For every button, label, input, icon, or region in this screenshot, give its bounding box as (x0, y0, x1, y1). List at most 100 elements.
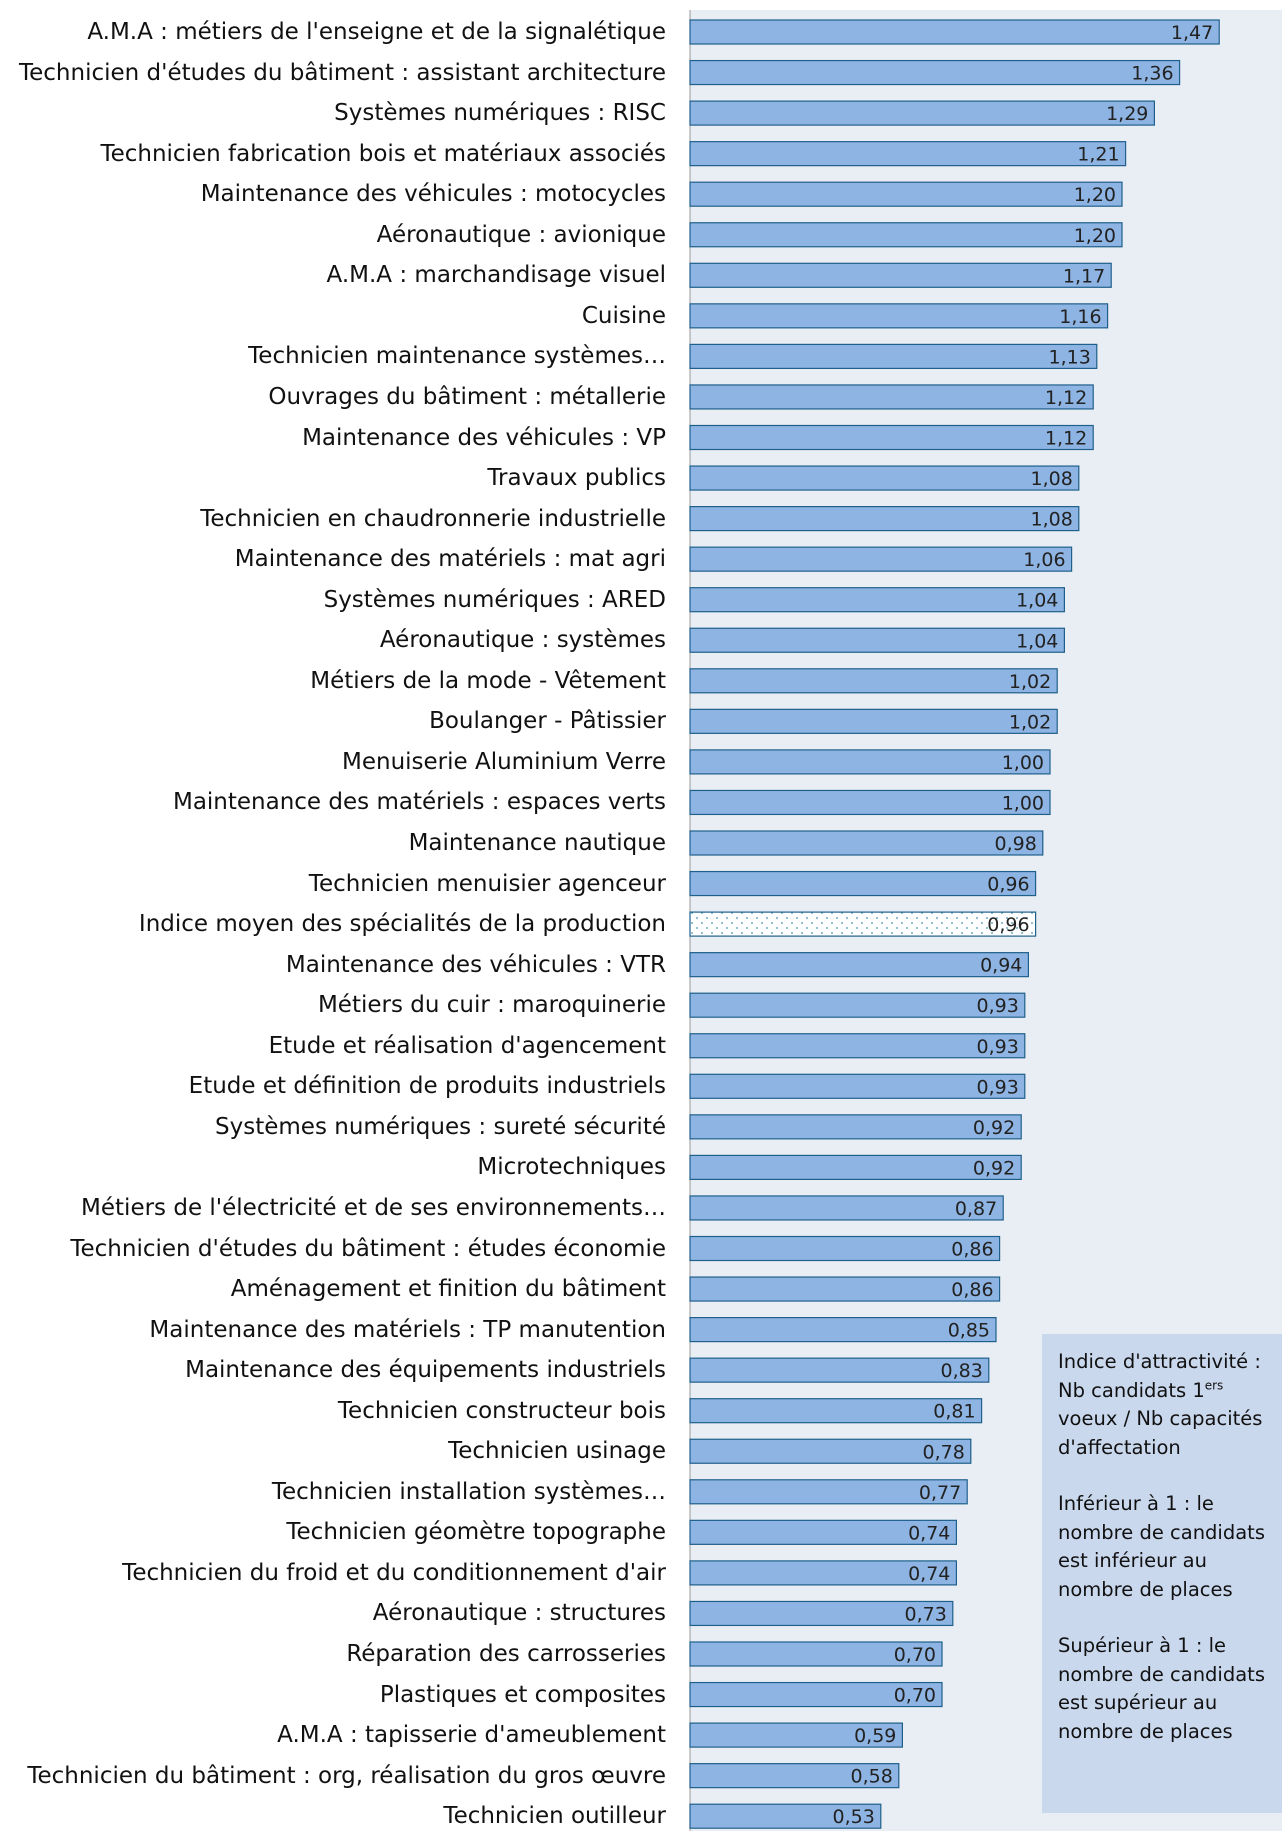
category-label: Technicien constructeur bois (337, 1397, 666, 1424)
category-label: Maintenance des véhicules : VTR (285, 951, 666, 978)
category-label: Maintenance des véhicules : motocycles (200, 181, 666, 208)
category-label: Technicien du froid et du conditionnemen… (122, 1559, 666, 1586)
category-label: Technicien installation systèmes… (271, 1478, 666, 1505)
bar-value-label: 0,86 (951, 1239, 993, 1261)
bar (689, 1722, 903, 1748)
bar (689, 546, 1073, 572)
bar-value-label: 0,98 (994, 833, 1036, 855)
category-label: Technicien en chaudronnerie industrielle (200, 505, 666, 532)
bar (689, 1398, 983, 1424)
category-label: Ouvrages du bâtiment : métallerie (268, 383, 666, 410)
bar-value-label: 0,70 (894, 1685, 936, 1707)
note-above-one: Supérieur à 1 : le nombre de candidats e… (1058, 1634, 1265, 1743)
note-line1: Indice d'attractivité : (1058, 1350, 1261, 1373)
bar (689, 1154, 1022, 1181)
category-label: Technicien d'études du bâtiment : études… (70, 1235, 666, 1262)
bar (689, 384, 1094, 410)
category-label: Systèmes numériques : sureté sécurité (215, 1113, 666, 1140)
bar (689, 708, 1058, 734)
bar (689, 424, 1094, 451)
average-bar (689, 911, 1037, 937)
bar-value-label: 1,08 (1030, 468, 1072, 490)
bar-value-label: 0,74 (908, 1563, 950, 1585)
category-label: Maintenance des matériels : TP manutenti… (149, 1316, 666, 1343)
bar-value-label: 0,96 (987, 874, 1029, 896)
category-label: Cuisine (581, 302, 666, 329)
bar (689, 789, 1051, 816)
category-label: Plastiques et composites (379, 1681, 666, 1708)
category-label: Métiers de l'électricité et de ses envir… (81, 1194, 666, 1221)
bar (689, 870, 1037, 897)
category-label: Maintenance des matériels : espaces vert… (172, 789, 666, 816)
bar-value-label: 1,47 (1171, 22, 1213, 44)
bar (689, 222, 1123, 248)
category-label: Maintenance nautique (408, 830, 666, 856)
bar-value-label: 0,58 (850, 1766, 892, 1788)
category-label: Métiers de la mode - Vêtement (310, 667, 666, 694)
bars-group: 1,47 1,36 1,29 1,21 1,20 1,20 1,17 1,16 1,13 1,12… (689, 19, 1220, 1829)
category-label: Technicien maintenance systèmes… (248, 343, 666, 370)
bar-value-label: 0,92 (973, 1117, 1015, 1139)
category-label: Systèmes numériques : ARED (323, 586, 666, 613)
bar (689, 749, 1051, 775)
category-label: Menuiserie Aluminium Verre (342, 748, 666, 775)
bar-value-label: 1,17 (1063, 265, 1105, 287)
bar (689, 59, 1181, 86)
bar (689, 1195, 1004, 1221)
category-label: Aéronautique : avionique (376, 221, 666, 248)
bar-value-label: 1,16 (1059, 306, 1101, 328)
bar (689, 1763, 900, 1789)
category-label: Indice moyen des spécialités de la produ… (138, 911, 666, 938)
bar-value-label: 0,81 (933, 1401, 975, 1423)
bar (689, 1357, 990, 1383)
category-label: Maintenance des matériels : mat agri (234, 546, 666, 573)
bar (689, 1316, 997, 1343)
bar (689, 19, 1220, 45)
bar (689, 627, 1065, 653)
category-label: A.M.A : marchandisage visuel (326, 262, 666, 289)
bar-value-label: 0,53 (832, 1806, 874, 1828)
note-line2: Nb candidats 1 (1058, 1378, 1205, 1402)
bar (689, 1073, 1026, 1099)
category-label: Etude et réalisation d'agencement (268, 1032, 666, 1059)
attractiveness-note: Indice d'attractivité : Nb candidats 1er… (1042, 1334, 1282, 1813)
note-below-one: Inférieur à 1 : le nombre de candidats e… (1058, 1492, 1265, 1601)
bar (689, 1235, 1001, 1262)
category-label: Maintenance des véhicules : VP (302, 424, 666, 451)
bar-value-label: 1,21 (1077, 144, 1119, 166)
category-label: Aéronautique : systèmes (379, 627, 666, 654)
bar (689, 181, 1123, 207)
category-label: Technicien outilleur (443, 1803, 666, 1830)
bar (689, 1438, 972, 1464)
bar (689, 303, 1109, 329)
bar-value-label: 0,70 (894, 1644, 936, 1666)
bar (689, 465, 1080, 491)
category-label: Aménagement et finition du bâtiment (230, 1276, 666, 1303)
bar (689, 1519, 957, 1545)
category-label: Boulanger - Pâtissier (429, 708, 666, 735)
bar-value-label: 1,36 (1131, 63, 1173, 85)
bar-value-label: 1,08 (1030, 509, 1072, 531)
bar-value-label: 0,73 (904, 1603, 946, 1625)
bar-value-label: 1,04 (1016, 590, 1058, 612)
category-label: Technicien fabrication bois et matériaux… (100, 140, 666, 167)
bar (689, 830, 1044, 856)
bar-value-label: 0,93 (976, 995, 1018, 1017)
bar (689, 262, 1112, 288)
bar-value-label: 1,04 (1016, 630, 1058, 652)
bar (689, 952, 1029, 978)
bar-value-label: 1,20 (1074, 184, 1116, 206)
category-label: Travaux publics (487, 465, 666, 492)
bar (689, 141, 1127, 167)
category-label: Technicien du bâtiment : org, réalisatio… (27, 1762, 666, 1789)
bar-value-label: 0,86 (951, 1279, 993, 1301)
bar-value-label: 1,06 (1023, 549, 1065, 571)
category-label: Maintenance des équipements industriels (185, 1357, 666, 1384)
category-label: Microtechniques (477, 1154, 666, 1181)
category-label: Etude et définition de produits industri… (188, 1073, 666, 1100)
bar-value-label: 1,00 (1002, 792, 1044, 814)
category-label: Métiers du cuir : maroquinerie (317, 992, 666, 1019)
bar-value-label: 0,85 (948, 1320, 990, 1342)
bar-value-label: 0,94 (980, 955, 1022, 977)
bar (689, 1600, 954, 1627)
